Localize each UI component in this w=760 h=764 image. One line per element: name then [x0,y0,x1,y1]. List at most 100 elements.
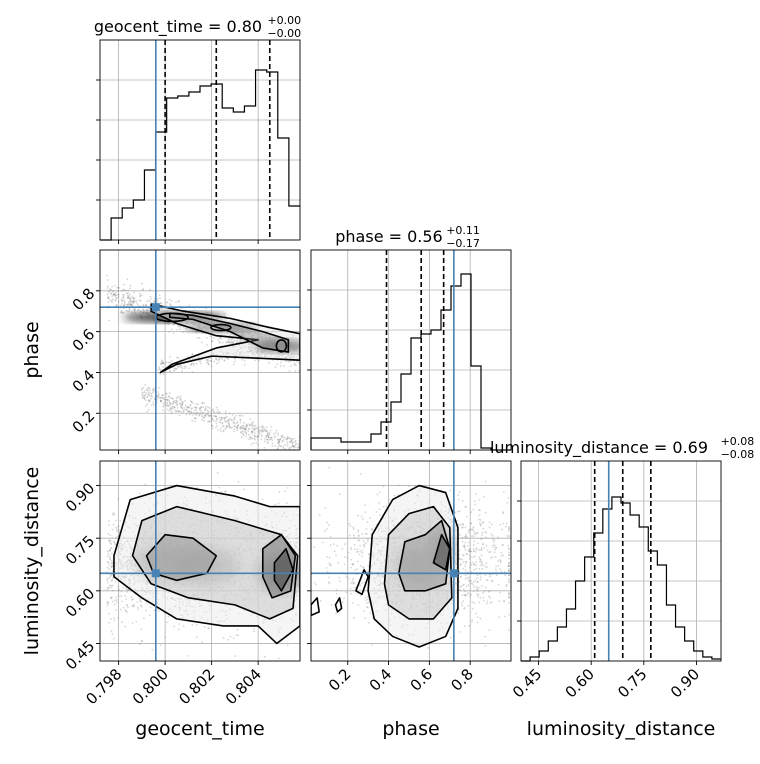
sample-point [112,570,114,572]
sample-point [377,494,379,496]
sample-point [208,411,210,413]
sample-point [180,411,182,413]
sample-point [499,568,501,570]
diag-title-luminosity_distance: luminosity_distance = 0.69 [490,438,708,458]
sample-point [497,565,499,567]
diag-title-minus: −0.00 [267,27,301,40]
sample-point [149,389,151,391]
sample-point [123,607,125,609]
sample-point [223,637,225,639]
sample-point [213,420,215,422]
sample-point [187,407,189,409]
sample-point [272,445,274,447]
sample-point [210,420,212,422]
sample-point [288,361,290,363]
sample-point [129,287,131,289]
sample-point [485,545,487,547]
sample-point [472,556,474,558]
sample-point [225,411,227,413]
sample-point [194,309,196,311]
sample-point [258,426,260,428]
sample-point [457,511,459,513]
sample-point [111,596,113,598]
sample-point [469,567,471,569]
sample-point [149,614,151,616]
sample-point [176,402,178,404]
sample-point [159,373,161,375]
sample-point [159,297,161,299]
sample-point [258,436,260,438]
sample-point [476,547,478,549]
sample-point [173,626,175,628]
sample-point [148,391,150,393]
sample-point [476,531,478,533]
sample-point [210,410,212,412]
sample-point [116,602,118,604]
sample-point [360,595,362,597]
sample-point [180,367,182,369]
sample-point [108,622,110,624]
sample-point [158,366,160,368]
sample-point [227,419,229,421]
sample-point [148,409,150,411]
sample-point [171,360,173,362]
sample-point [183,625,185,627]
sample-point [354,569,356,571]
sample-point [361,555,363,557]
sample-point [507,545,509,547]
sample-point [191,401,193,403]
sample-point [297,447,299,449]
sample-point [115,299,117,301]
sample-point [330,536,332,538]
sample-point [286,502,288,504]
sample-point [202,406,204,408]
sample-point [242,425,244,427]
sample-point [198,413,200,415]
sample-point [160,645,162,647]
sample-point [218,411,220,413]
sample-point [188,367,190,369]
sample-point [232,341,234,343]
sample-point [229,425,231,427]
sample-point [215,415,217,417]
sample-point [275,366,277,368]
sample-point [496,574,498,576]
sample-point [503,600,505,602]
sample-point [242,415,244,417]
sample-point [473,585,475,587]
sample-point [492,546,494,548]
sample-point [153,387,155,389]
sample-point [476,594,478,596]
sample-point [251,431,253,433]
sample-point [360,473,362,475]
sample-point [162,406,164,408]
sample-point [287,487,289,489]
sample-point [480,576,482,578]
sample-point [243,434,245,436]
sample-point [489,574,491,576]
sample-point [353,617,355,619]
sample-point [335,554,337,556]
sample-point [207,361,209,363]
diag-title-plus: +0.11 [446,224,480,237]
sample-point [213,412,215,414]
sample-point [472,601,474,603]
sample-point [109,577,111,579]
sample-point [108,524,110,526]
sample-point [131,605,133,607]
sample-point [352,590,354,592]
sample-point [480,579,482,581]
sample-point [112,529,114,531]
sample-point [172,408,174,410]
sample-point [196,412,198,414]
sample-point [149,401,151,403]
sample-point [343,597,345,599]
sample-point [233,637,235,639]
sample-point [180,395,182,397]
sample-point [222,342,224,344]
sample-point [363,610,365,612]
sample-point [271,437,273,439]
sample-point [160,400,162,402]
sample-point [475,493,477,495]
sample-point [160,363,162,365]
